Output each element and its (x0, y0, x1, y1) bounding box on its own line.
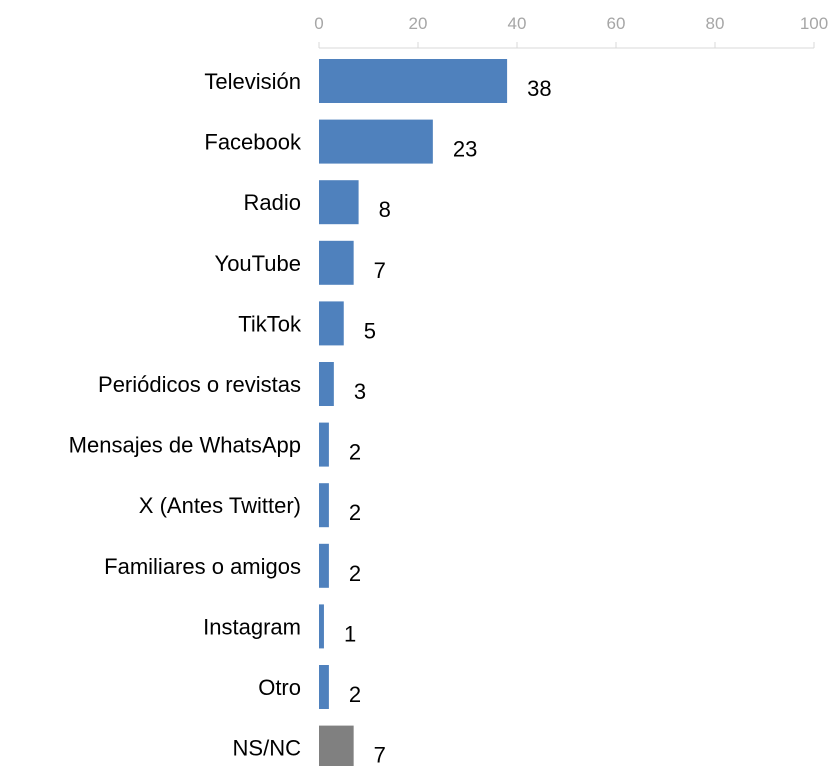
bar (319, 483, 329, 528)
bars-group (319, 59, 508, 766)
category-label: YouTube (215, 251, 301, 276)
category-label: Periódicos o revistas (98, 372, 301, 397)
data-label: 7 (374, 258, 386, 283)
x-tick-label: 100 (800, 14, 828, 33)
category-label: Televisión (204, 69, 301, 94)
data-label: 23 (453, 137, 477, 162)
bar (319, 362, 334, 406)
x-axis: 0 20 40 60 80 100 (314, 14, 828, 49)
bar (319, 543, 329, 588)
category-label: Mensajes de WhatsApp (69, 433, 301, 458)
category-label: TikTok (238, 311, 302, 336)
data-label: 2 (349, 440, 361, 465)
bar (319, 725, 354, 766)
bar (319, 422, 329, 467)
data-label: 2 (349, 561, 361, 586)
x-tick-label: 0 (314, 14, 323, 33)
data-label: 3 (354, 379, 366, 404)
data-label: 8 (379, 197, 391, 222)
category-label: Facebook (204, 130, 302, 155)
category-label: Familiares o amigos (104, 554, 301, 579)
data-label: 7 (374, 743, 386, 766)
bar (319, 604, 324, 649)
data-label: 2 (349, 682, 361, 707)
category-label: NS/NC (233, 736, 302, 761)
bar (319, 665, 329, 709)
data-label: 2 (349, 500, 361, 525)
bar (319, 119, 433, 164)
x-tick-label: 20 (409, 14, 428, 33)
category-label: X (Antes Twitter) (139, 493, 301, 518)
data-label: 38 (527, 76, 551, 101)
data-label: 1 (344, 621, 356, 646)
bar (319, 301, 344, 346)
x-tick-label: 60 (607, 14, 626, 33)
data-label: 5 (364, 318, 376, 343)
bar (319, 180, 359, 225)
x-tick-label: 40 (508, 14, 527, 33)
category-label: Instagram (203, 614, 301, 639)
category-label: Otro (258, 675, 301, 700)
x-tick-label: 80 (706, 14, 725, 33)
bar (319, 59, 508, 103)
category-label: Radio (244, 190, 301, 215)
bar (319, 240, 354, 285)
